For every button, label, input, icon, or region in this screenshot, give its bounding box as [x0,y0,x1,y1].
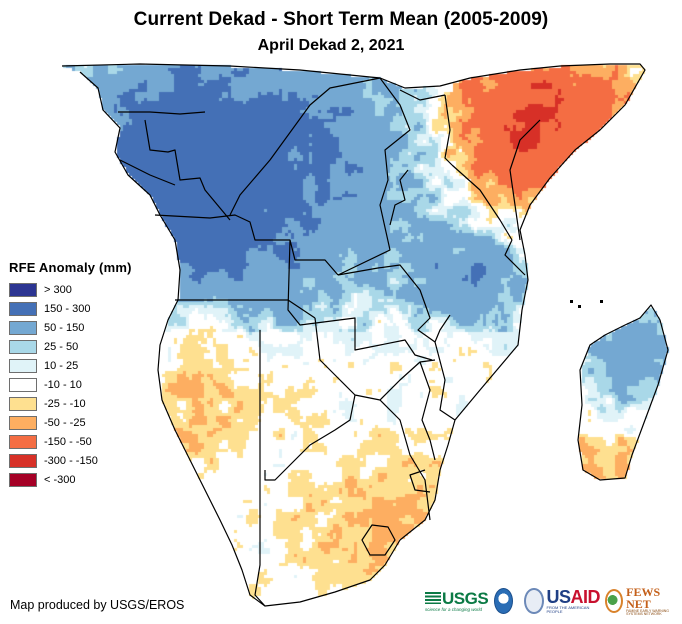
country-border [434,341,456,421]
country-border [154,214,339,276]
legend-classes: > 300 150 - 300 50 - 150 25 - 50 10 - 25 -10 … [9,280,132,489]
fews-globe-icon [605,589,624,613]
legend: RFE Anomaly (mm) > 300 150 - 300 50 - 150 2… [9,260,132,489]
country-border [314,317,436,401]
usgs-wordmark: USGS [442,588,489,608]
legend-label: < -300 [44,473,76,486]
country-border [118,111,206,115]
country-border [144,119,231,221]
country-border [119,159,176,186]
island [578,305,581,308]
partner-logos: USGS science for a changing world USAID … [425,586,682,616]
country-border [264,394,356,481]
country-border [379,399,431,521]
legend-label: -150 - -50 [44,435,92,448]
map-subtitle: April Dekad 2, 2021 [257,37,405,54]
legend-swatch [9,301,37,316]
legend-item: 50 - 150 [9,318,132,337]
usaid-tagline: FROM THE AMERICAN PEOPLE [546,605,590,614]
legend-item: -25 - -10 [9,394,132,413]
island [570,300,573,303]
country-border [229,77,381,216]
legend-item: 25 - 50 [9,337,132,356]
usaid-us: US [546,587,572,607]
fewsnet-logo: FEWS NET FAMINE EARLY WARNING SYSTEMS NE… [626,586,682,617]
legend-label: -50 - -25 [44,416,86,429]
usgs-logo: USGS science for a changing world [425,588,489,613]
mainland-coastline [61,63,646,607]
legend-item: -10 - 10 [9,375,132,394]
country-border [287,239,433,361]
country-border [504,239,526,276]
legend-swatch [9,472,37,487]
country-border [175,299,316,319]
legend-label: -10 - 10 [44,378,82,391]
fewsnet-wordmark: FEWS NET [626,584,661,611]
legend-item: -150 - -50 [9,432,132,451]
lesotho-border [361,524,396,556]
legend-swatch [9,358,37,373]
legend-swatch [9,377,37,392]
usaid-seal-icon [524,588,544,614]
legend-swatch [9,320,37,335]
usaid-aid: AID [570,587,601,607]
country-border [337,77,411,276]
country-border [444,94,453,166]
usgs-waves-icon [425,592,441,605]
legend-label: 50 - 150 [44,321,85,334]
legend-label: > 300 [44,283,72,296]
legend-label: -300 - -150 [44,454,98,467]
usgs-tagline: science for a changing world [425,606,483,612]
country-border [389,169,409,226]
legend-label: -25 - -10 [44,397,86,410]
legend-swatch [9,434,37,449]
country-border [337,264,451,343]
country-border [451,164,513,241]
country-border [419,361,436,461]
legend-item: -300 - -150 [9,451,132,470]
legend-item: > 300 [9,280,132,299]
country-border [399,89,446,101]
legend-swatch [9,415,37,430]
noaa-logo-icon [494,588,514,614]
usaid-logo: USAID FROM THE AMERICAN PEOPLE [547,588,601,614]
fewsnet-tagline: FAMINE EARLY WARNING SYSTEMS NETWORK [626,608,670,616]
legend-item: < -300 [9,470,132,489]
madagascar-coastline [577,304,669,481]
island [600,300,603,303]
legend-item: 150 - 300 [9,299,132,318]
country-border [509,119,541,241]
legend-swatch [9,453,37,468]
country-border [254,330,266,607]
map-title: Current Dekad - Short Term Mean (2005-20… [133,9,549,30]
legend-item: -50 - -25 [9,413,132,432]
legend-label: 10 - 25 [44,359,79,372]
legend-swatch [9,396,37,411]
legend-title: RFE Anomaly (mm) [9,260,132,275]
legend-swatch [9,282,37,297]
legend-swatch [9,339,37,354]
map-credit: Map produced by USGS/EROS [10,598,185,612]
legend-label: 150 - 300 [44,302,91,315]
legend-item: 10 - 25 [9,356,132,375]
country-border [409,469,431,493]
legend-label: 25 - 50 [44,340,79,353]
